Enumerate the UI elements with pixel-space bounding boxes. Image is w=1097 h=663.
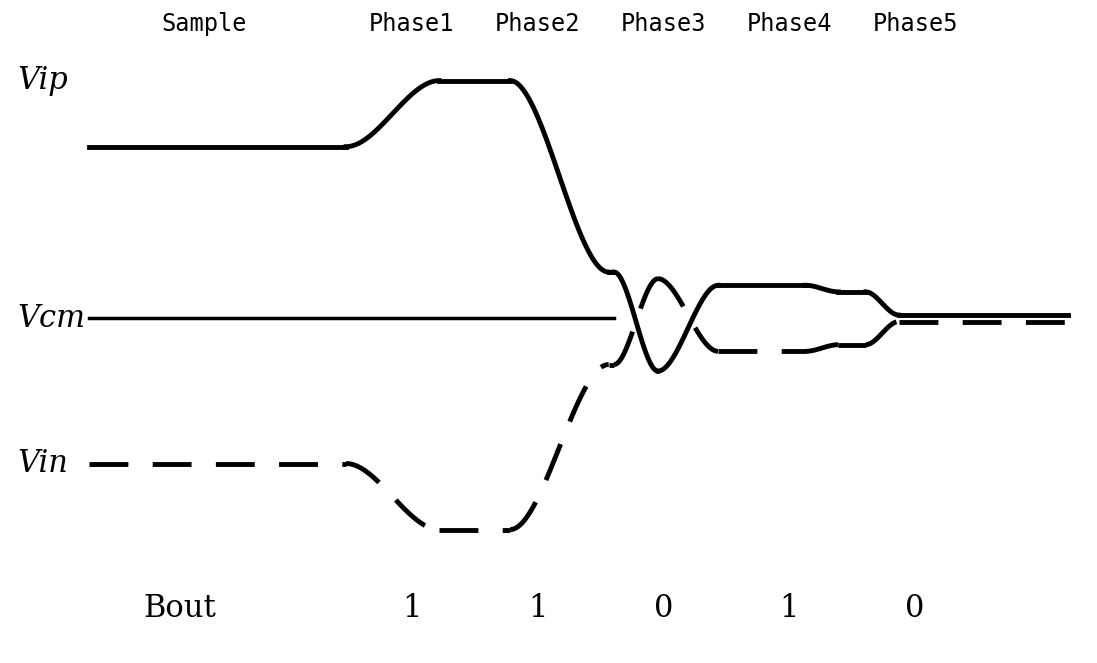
Text: 0: 0: [654, 593, 674, 625]
Text: Phase3: Phase3: [621, 13, 706, 36]
Text: Vip: Vip: [18, 65, 68, 96]
Text: 0: 0: [905, 593, 925, 625]
Text: 1: 1: [780, 593, 799, 625]
Text: Bout: Bout: [144, 593, 216, 625]
Text: Sample: Sample: [161, 13, 247, 36]
Text: 1: 1: [528, 593, 547, 625]
Text: Phase1: Phase1: [369, 13, 454, 36]
Text: Phase5: Phase5: [872, 13, 958, 36]
Text: Vin: Vin: [18, 448, 69, 479]
Text: Phase2: Phase2: [495, 13, 580, 36]
Text: Vcm: Vcm: [18, 303, 86, 333]
Text: 1: 1: [402, 593, 421, 625]
Text: Phase4: Phase4: [746, 13, 832, 36]
